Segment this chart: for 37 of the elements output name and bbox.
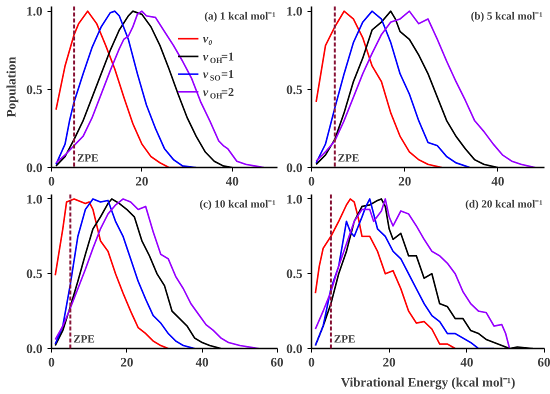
chart-title: (b) 5 kcal mol⁻¹ xyxy=(470,10,543,22)
chart-title: (a) 1 kcal mol⁻¹ xyxy=(204,10,276,22)
ref-line-label: ZPE xyxy=(77,152,99,164)
y-tick-label: 0.0 xyxy=(286,341,302,356)
chart-title: (c) 10 kcal mol⁻¹ xyxy=(199,198,276,210)
y-tick-label: 1.0 xyxy=(26,191,42,206)
x-tick-label: 60 xyxy=(270,354,284,370)
x-tick-label: 40 xyxy=(460,354,474,370)
y-tick-label: 1.0 xyxy=(26,4,42,19)
y-tick-label: 0.5 xyxy=(286,82,303,97)
x-tick-label: 40 xyxy=(226,174,239,188)
y-tick-label: 1.0 xyxy=(286,4,302,19)
ref-line-label: ZPE xyxy=(73,334,95,346)
y-tick-label: 0.0 xyxy=(26,341,42,356)
x-tick-label: 0 xyxy=(308,174,315,188)
x-tick-label: 60 xyxy=(538,354,550,370)
x-tick-label: 0 xyxy=(308,354,315,370)
ref-line-label: ZPE xyxy=(334,334,356,346)
y-tick-label: 0.5 xyxy=(26,266,43,282)
x-tick-label: 20 xyxy=(135,174,148,188)
y-tick-label: 0.0 xyxy=(286,160,302,175)
x-tick-label: 40 xyxy=(491,174,504,188)
x-axis-title: Vibrational Energy (kcal mol⁻¹) xyxy=(340,374,516,390)
chart-title: (d) 20 kcal mol⁻¹ xyxy=(465,198,543,210)
y-tick-label: 0.5 xyxy=(26,82,43,97)
x-tick-label: 0 xyxy=(48,174,55,188)
x-tick-label: 20 xyxy=(120,354,134,370)
y-tick-label: 0.0 xyxy=(26,160,42,175)
x-tick-label: 20 xyxy=(382,354,396,370)
ref-line-label: ZPE xyxy=(338,152,360,164)
x-tick-label: 40 xyxy=(196,354,209,370)
x-tick-label: 20 xyxy=(398,174,412,188)
y-axis-title: Population xyxy=(3,56,18,118)
y-tick-label: 1.0 xyxy=(286,191,302,206)
legend-label: ν₀ xyxy=(202,32,212,46)
x-tick-label: 0 xyxy=(48,354,55,370)
y-tick-label: 0.5 xyxy=(286,266,303,282)
